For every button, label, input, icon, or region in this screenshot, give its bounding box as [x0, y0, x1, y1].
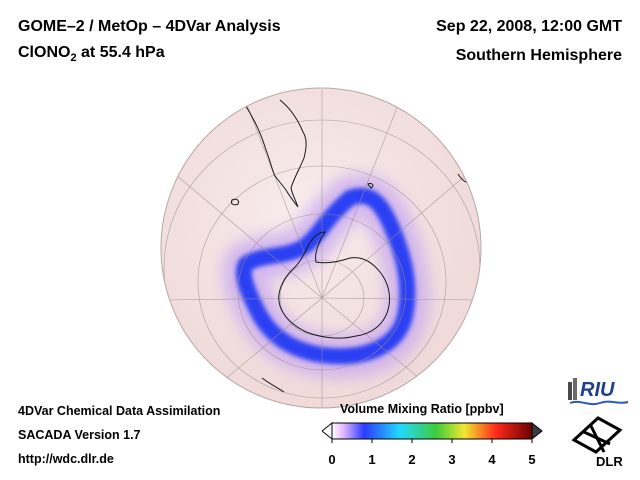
riu-logo-bar-2 — [573, 378, 577, 400]
colorbar-tick-label: 2 — [408, 452, 416, 467]
graticule — [163, 90, 481, 408]
hemisphere-label: Southern Hemisphere — [455, 47, 622, 64]
footer-url: http://wdc.dlr.de — [18, 452, 114, 466]
dlr-logo: DLR — [571, 416, 623, 468]
colorbar-tick-label: 1 — [368, 452, 376, 467]
colorbar-tick-label: 3 — [448, 452, 456, 467]
footer-line1: 4DVar Chemical Data Assimilation — [18, 404, 221, 418]
dlr-logo-text: DLR — [596, 454, 623, 468]
footer-line2: SACADA Version 1.7 — [18, 428, 141, 442]
riu-logo-bar — [568, 382, 572, 400]
colorbar-tick-label: 5 — [528, 452, 536, 467]
colorbar-ramp — [331, 422, 533, 440]
riu-logo-text: RIU — [580, 379, 615, 401]
colorbar-tick-label: 0 — [328, 452, 336, 467]
colorbar-title: Volume Mixing Ratio [ppbv] — [340, 402, 504, 416]
colorbar-max-arrow — [531, 421, 543, 441]
species-title: ClONO2 at 55.4 hPa — [18, 44, 165, 64]
colorbar-tick-label: 4 — [488, 452, 496, 467]
species-suffix: at 55.4 hPa — [76, 44, 165, 61]
species-prefix: ClONO — [18, 44, 71, 61]
colorbar — [322, 421, 543, 443]
colorbar-ticks — [331, 439, 533, 443]
riu-logo: RIU — [568, 378, 629, 406]
date-label: Sep 22, 2008, 12:00 GMT — [436, 18, 622, 35]
species-subscript: 2 — [70, 52, 77, 64]
riu-logo-wave — [569, 400, 629, 406]
globe-outline — [160, 87, 482, 409]
dlr-logo-mark — [571, 416, 623, 454]
title-line1: GOME–2 / MetOp – 4DVar Analysis — [18, 18, 281, 35]
colorbar-min-arrow — [322, 421, 333, 441]
vortex-collar-core — [235, 187, 416, 365]
